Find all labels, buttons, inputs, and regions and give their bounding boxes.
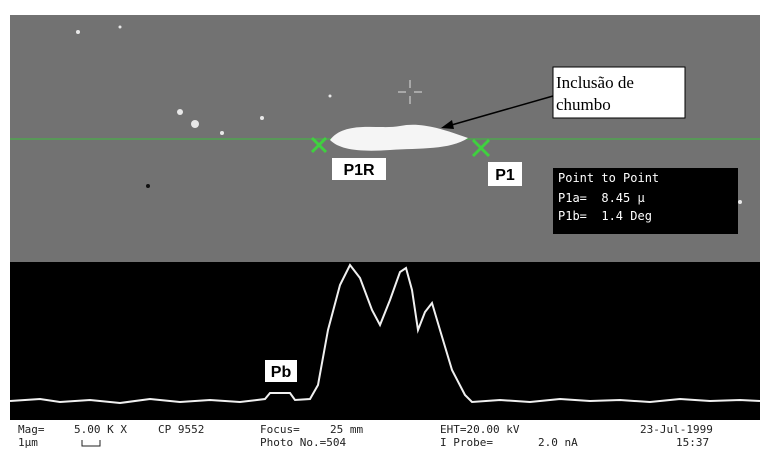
sem-image: P1R P1 Inclusão de chumbo Point to Point… [0, 0, 760, 450]
status-text: Mag= [18, 423, 45, 436]
status-text: 1µm [18, 436, 38, 449]
spectrum-panel [10, 262, 760, 420]
marker-label: P1 [495, 167, 515, 184]
measurement-line: P1a= 8.45 µ [558, 191, 645, 205]
status-text: 15:37 [676, 436, 709, 449]
status-text: 23-Jul-1999 [640, 423, 713, 436]
marker-label: P1R [343, 162, 375, 179]
status-text: 2.0 nA [538, 436, 578, 449]
status-text: 25 mm [330, 423, 363, 436]
status-text: CP 9552 [158, 423, 204, 436]
status-text: Focus= [260, 423, 300, 436]
status-text: I Probe= [440, 436, 493, 449]
status-text: EHT=20.00 kV [440, 423, 520, 436]
status-text: Photo No.=504 [260, 436, 346, 449]
dark-speck [146, 184, 150, 188]
peak-label: Pb [271, 364, 292, 381]
page: P1R P1 Inclusão de chumbo Point to Point… [0, 0, 760, 450]
measurement-line: P1b= 1.4 Deg [558, 209, 652, 223]
callout-text: Inclusão de [556, 73, 634, 92]
status-text: 5.00 K X [74, 423, 127, 436]
measurement-title: Point to Point [558, 171, 659, 185]
callout-text: chumbo [556, 95, 611, 114]
